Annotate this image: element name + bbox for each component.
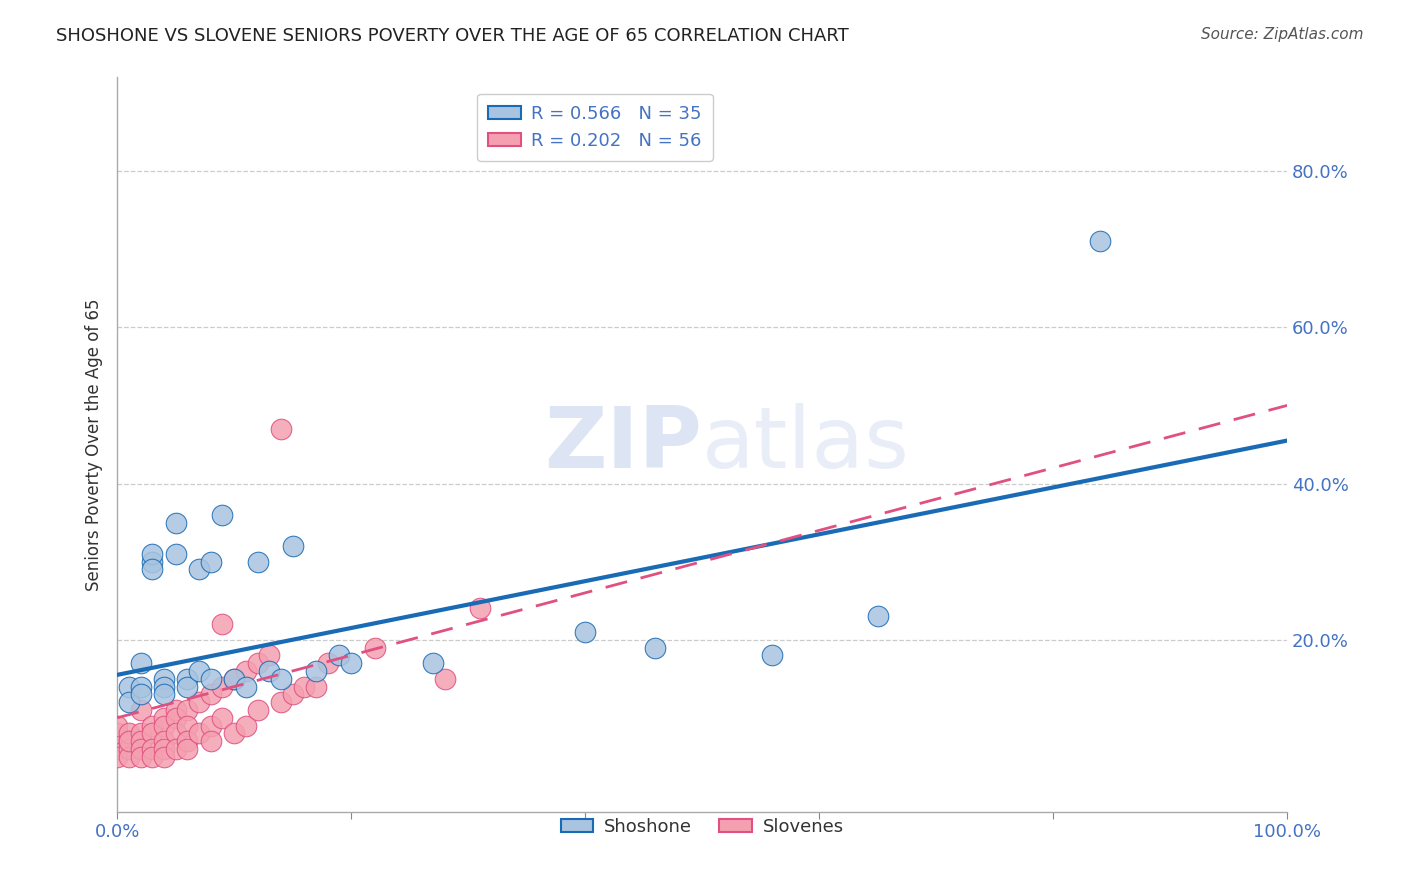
Point — [188, 562, 211, 576]
Point — [433, 672, 456, 686]
Point — [118, 726, 141, 740]
Point — [129, 726, 152, 740]
Point — [153, 734, 176, 748]
Point — [235, 718, 257, 732]
Point — [153, 718, 176, 732]
Text: SHOSHONE VS SLOVENE SENIORS POVERTY OVER THE AGE OF 65 CORRELATION CHART: SHOSHONE VS SLOVENE SENIORS POVERTY OVER… — [56, 27, 849, 45]
Point — [129, 742, 152, 756]
Point — [270, 672, 292, 686]
Text: ZIP: ZIP — [544, 403, 702, 486]
Point — [176, 734, 198, 748]
Point — [188, 695, 211, 709]
Point — [259, 648, 281, 663]
Point — [105, 742, 128, 756]
Point — [165, 711, 187, 725]
Point — [574, 624, 596, 639]
Point — [200, 555, 222, 569]
Y-axis label: Seniors Poverty Over the Age of 65: Seniors Poverty Over the Age of 65 — [86, 298, 103, 591]
Point — [129, 734, 152, 748]
Point — [105, 749, 128, 764]
Point — [270, 695, 292, 709]
Point — [165, 547, 187, 561]
Point — [105, 726, 128, 740]
Point — [259, 664, 281, 678]
Point — [761, 648, 783, 663]
Point — [200, 687, 222, 701]
Point — [176, 742, 198, 756]
Point — [118, 742, 141, 756]
Point — [141, 749, 163, 764]
Point — [468, 601, 491, 615]
Point — [141, 562, 163, 576]
Point — [141, 726, 163, 740]
Point — [141, 742, 163, 756]
Point — [188, 664, 211, 678]
Point — [235, 664, 257, 678]
Point — [153, 672, 176, 686]
Point — [118, 695, 141, 709]
Point — [153, 680, 176, 694]
Point — [270, 422, 292, 436]
Point — [129, 687, 152, 701]
Point — [129, 703, 152, 717]
Point — [340, 656, 363, 670]
Text: atlas: atlas — [702, 403, 910, 486]
Point — [246, 656, 269, 670]
Point — [129, 680, 152, 694]
Point — [165, 516, 187, 530]
Point — [129, 749, 152, 764]
Point — [153, 711, 176, 725]
Point — [118, 734, 141, 748]
Point — [246, 703, 269, 717]
Point — [165, 742, 187, 756]
Point — [305, 664, 328, 678]
Point — [118, 749, 141, 764]
Point — [1088, 235, 1111, 249]
Point — [200, 734, 222, 748]
Point — [235, 680, 257, 694]
Point — [211, 617, 233, 632]
Point — [211, 680, 233, 694]
Legend: Shoshone, Slovenes: Shoshone, Slovenes — [554, 811, 851, 843]
Point — [224, 672, 246, 686]
Point — [305, 680, 328, 694]
Point — [176, 680, 198, 694]
Text: Source: ZipAtlas.com: Source: ZipAtlas.com — [1201, 27, 1364, 42]
Point — [866, 609, 889, 624]
Point — [153, 742, 176, 756]
Point — [422, 656, 444, 670]
Point — [176, 718, 198, 732]
Point — [165, 726, 187, 740]
Point — [363, 640, 385, 655]
Point — [176, 703, 198, 717]
Point — [224, 726, 246, 740]
Point — [176, 672, 198, 686]
Point — [105, 718, 128, 732]
Point — [246, 555, 269, 569]
Point — [141, 718, 163, 732]
Point — [292, 680, 315, 694]
Point — [141, 547, 163, 561]
Point — [328, 648, 350, 663]
Point — [281, 687, 304, 701]
Point — [188, 726, 211, 740]
Point — [105, 734, 128, 748]
Point — [224, 672, 246, 686]
Point — [200, 672, 222, 686]
Point — [211, 711, 233, 725]
Point — [153, 687, 176, 701]
Point — [118, 734, 141, 748]
Point — [129, 656, 152, 670]
Point — [644, 640, 666, 655]
Point — [153, 749, 176, 764]
Point — [200, 718, 222, 732]
Point — [141, 555, 163, 569]
Point — [211, 508, 233, 522]
Point — [165, 703, 187, 717]
Point — [316, 656, 339, 670]
Point — [281, 539, 304, 553]
Point — [118, 680, 141, 694]
